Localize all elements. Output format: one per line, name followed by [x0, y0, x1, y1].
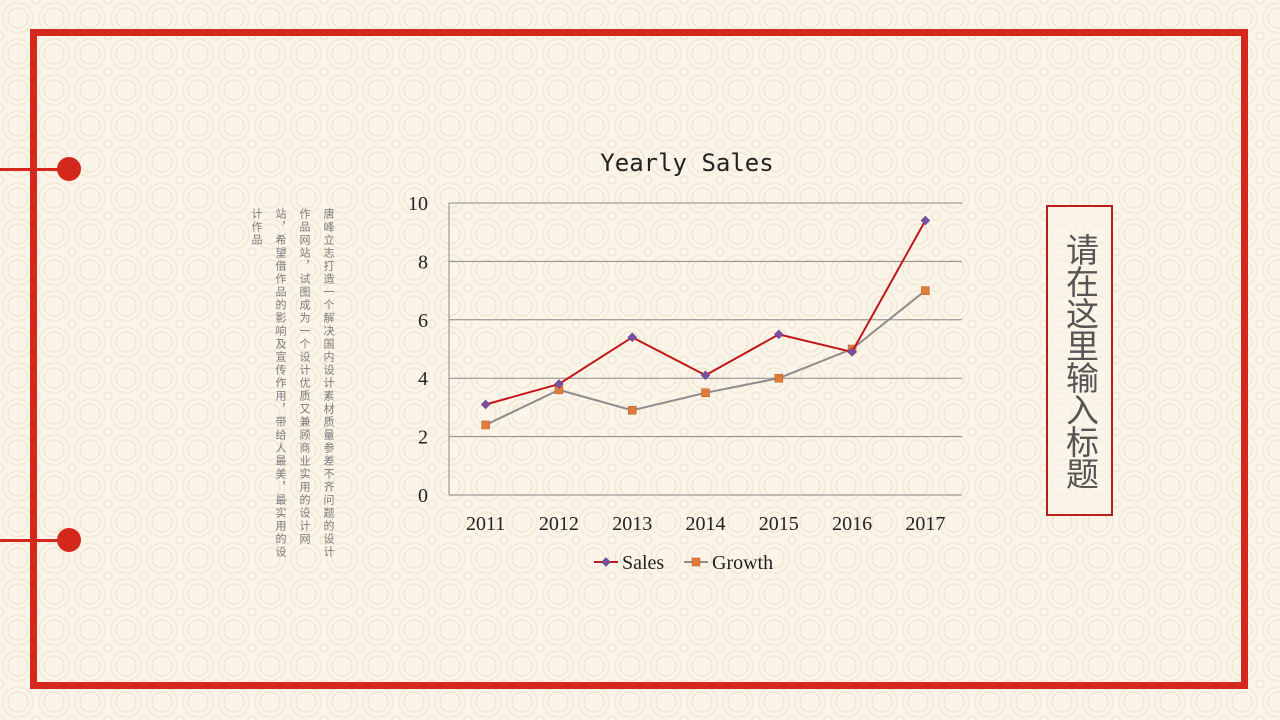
y-tick-label: 8: [418, 251, 428, 273]
connector-line-top: [0, 168, 60, 171]
y-tick-label: 6: [418, 310, 428, 332]
slide-title: 请在这里输入标题: [1060, 232, 1100, 489]
y-tick-label: 10: [408, 193, 428, 215]
sales-point: [554, 379, 564, 389]
growth-point: [701, 388, 710, 398]
legend-growth-marker: [691, 557, 701, 567]
sales-point: [700, 370, 711, 381]
sales-point: [773, 329, 784, 340]
body-text: 唐峰立志打造一个解决国内设计素材质量参差不齐问题的设计作品网站，试图成为一个设计…: [250, 208, 335, 559]
decor-dot-bottom: [57, 528, 81, 552]
growth-point: [921, 286, 930, 295]
title-box[interactable]: 请在这里输入标题: [1046, 205, 1113, 516]
sales-point: [480, 399, 491, 410]
slide-frame: [30, 29, 1248, 689]
sales-point: [920, 215, 931, 226]
x-tick-label: 2013: [612, 513, 652, 535]
chart-title: Yearly Sales: [600, 149, 773, 177]
legend-growth-label: Growth: [712, 552, 773, 574]
y-tick-label: 2: [418, 427, 428, 449]
growth-point: [481, 420, 490, 430]
decor-dot-top: [57, 157, 81, 181]
y-tick-label: 0: [418, 485, 428, 507]
growth-point: [627, 406, 637, 415]
sales-point: [627, 332, 638, 343]
x-tick-label: 2015: [759, 513, 799, 535]
x-tick-label: 2014: [686, 513, 726, 535]
x-tick-label: 2016: [832, 513, 872, 535]
growth-series-line: [485, 289, 926, 426]
y-tick-label: 4: [418, 368, 428, 390]
x-tick-label: 2012: [539, 513, 579, 535]
connector-line-bottom: [0, 539, 60, 542]
x-tick-label: 2017: [905, 513, 945, 535]
growth-point: [774, 373, 784, 383]
x-tick-label: 2011: [466, 513, 505, 535]
legend-sales-label: Sales: [622, 552, 664, 574]
sales-point: [847, 347, 857, 357]
legend-sales-marker: [601, 557, 611, 567]
